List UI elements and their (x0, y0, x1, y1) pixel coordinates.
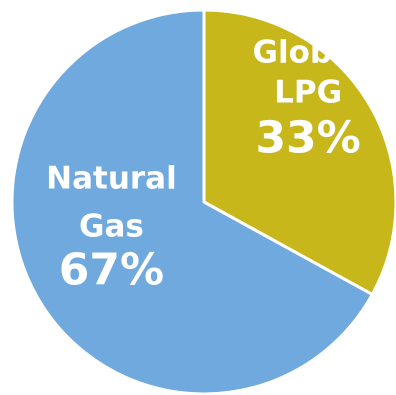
pie-slice-0 (202, 8, 396, 296)
pie-label-1-line-0: Natural (46, 161, 177, 197)
pie-slice-1 (10, 8, 374, 395)
pie-value-label-1: 67% (59, 245, 164, 296)
pie-label-0-line-0: Global (253, 34, 364, 70)
pie-label-0-line-1: LPG (274, 74, 342, 110)
pie-value-label-0: 33% (255, 112, 360, 163)
pie-label-1-line-1: Gas (79, 209, 144, 245)
pie-slices (10, 8, 396, 395)
